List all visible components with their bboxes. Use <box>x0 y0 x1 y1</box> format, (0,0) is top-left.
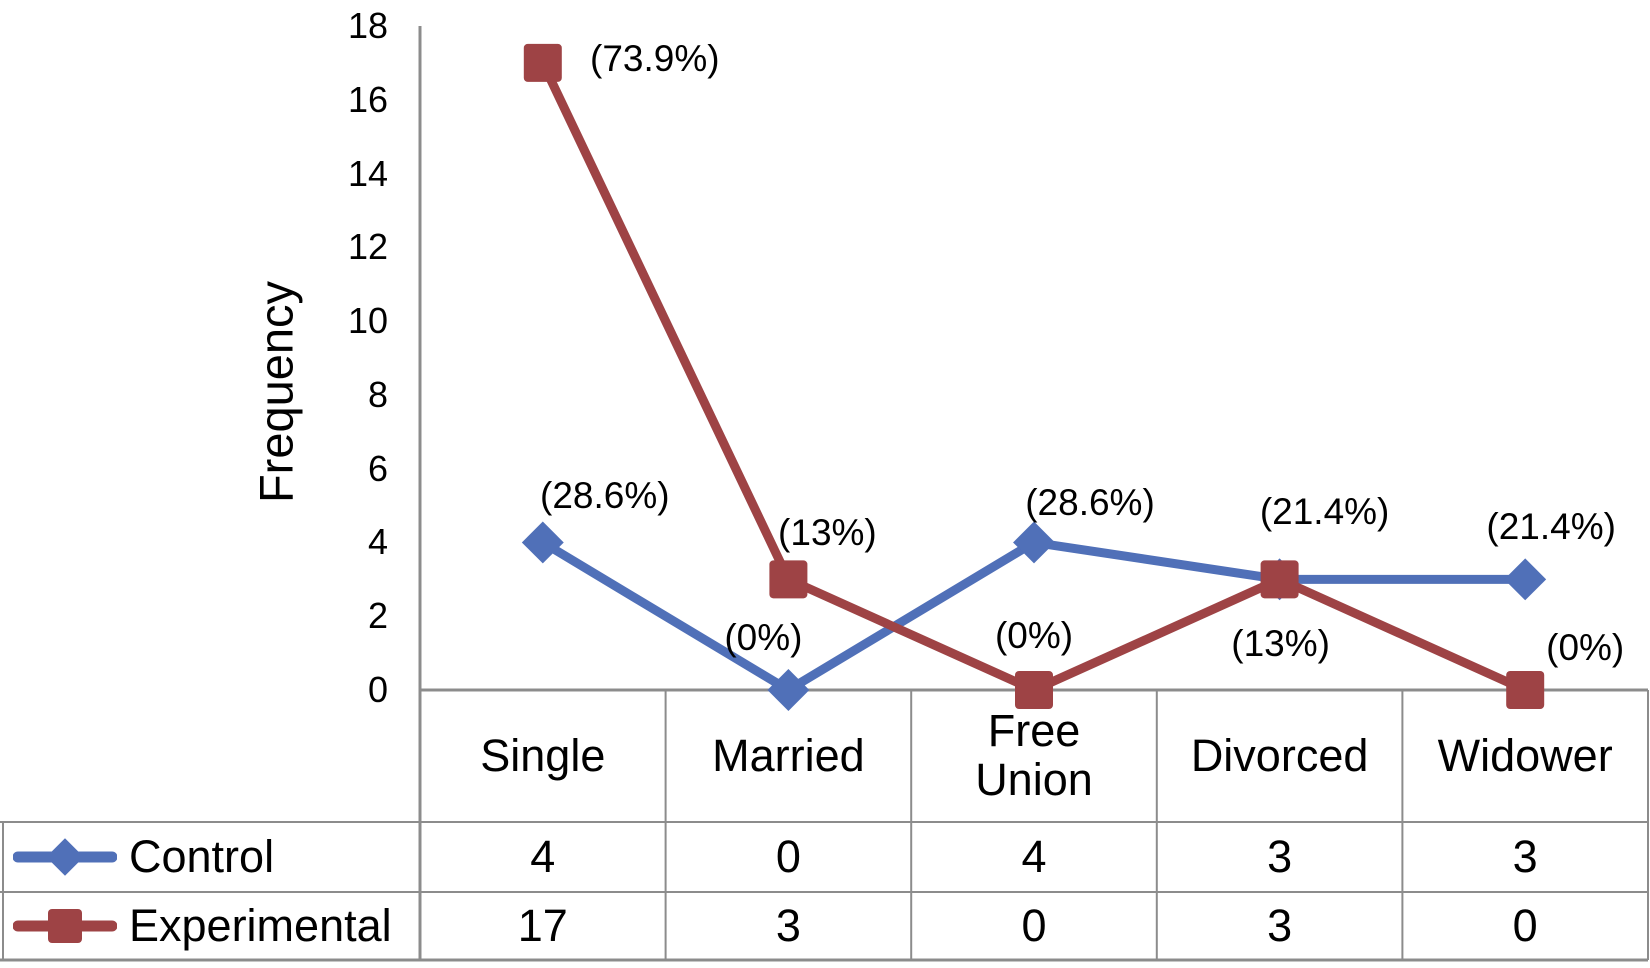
y-tick-12: 12 <box>347 226 388 268</box>
y-tick-0: 0 <box>367 669 388 710</box>
data-label-experimental-single: (73.9%) <box>590 37 720 79</box>
control-marker-married <box>767 669 810 711</box>
legend-marker <box>46 838 84 876</box>
data-label-control-free-union: (28.6%) <box>1025 482 1155 524</box>
cell-experimental-free-union: 0 <box>1021 899 1047 951</box>
data-label-experimental-free-union: (0%) <box>994 615 1074 656</box>
cell-control-single: 4 <box>530 830 556 882</box>
control-marker-free-union <box>1013 521 1055 564</box>
experimental-marker-married <box>769 560 808 599</box>
data-label-control-single: (28.6%) <box>540 475 670 517</box>
data-label-control-married: (0%) <box>724 617 803 658</box>
experimental-marker-single <box>523 43 562 82</box>
y-tick-10: 10 <box>347 300 388 342</box>
legend-row-experimental: Experimental <box>3 892 420 960</box>
legend-marker <box>48 909 82 943</box>
legend-label-experimental: Experimental <box>129 899 392 951</box>
control-legend-diamond-icon <box>13 838 117 876</box>
data-label-experimental-widower: (0%) <box>1546 627 1625 668</box>
y-tick-14: 14 <box>347 152 388 194</box>
cell-experimental-divorced: 3 <box>1267 899 1293 951</box>
y-tick-6: 6 <box>367 447 388 489</box>
legend-row-control: Control <box>3 822 420 892</box>
control-marker-widower <box>1504 558 1547 601</box>
y-tick-4: 4 <box>367 521 388 563</box>
category-cell-divorced: Divorced <box>1190 729 1369 781</box>
cell-experimental-single: 17 <box>517 899 568 951</box>
cell-experimental-married: 3 <box>775 899 801 951</box>
cell-experimental-widower: 0 <box>1512 899 1538 951</box>
data-label-experimental-married: (13%) <box>778 512 877 554</box>
y-tick-16: 16 <box>347 78 388 120</box>
y-tick-8: 8 <box>367 373 388 415</box>
cell-control-widower: 3 <box>1512 830 1538 882</box>
experimental-marker-free-union <box>1015 671 1053 709</box>
experimental-marker-divorced <box>1260 560 1299 599</box>
experimental-legend-square-icon <box>13 909 117 943</box>
legend-label-control: Control <box>129 830 275 882</box>
cell-control-divorced: 3 <box>1267 830 1293 882</box>
y-tick-18: 18 <box>347 5 388 46</box>
cell-control-married: 0 <box>775 830 801 882</box>
category-cell-free-union: Free Union <box>975 705 1093 805</box>
cell-control-free-union: 4 <box>1021 830 1047 882</box>
control-marker-single <box>521 521 564 564</box>
y-tick-2: 2 <box>367 595 388 637</box>
data-label-experimental-divorced: (13%) <box>1231 623 1330 665</box>
category-cell-married: Married <box>712 729 865 781</box>
experimental-line <box>538 58 1530 695</box>
experimental-marker-widower <box>1506 671 1545 709</box>
data-label-control-divorced: (21.4%) <box>1259 491 1390 533</box>
data-label-control-widower: (21.4%) <box>1486 506 1616 548</box>
category-cell-widower: Widower <box>1437 729 1613 781</box>
category-cell-single: Single <box>480 729 606 781</box>
